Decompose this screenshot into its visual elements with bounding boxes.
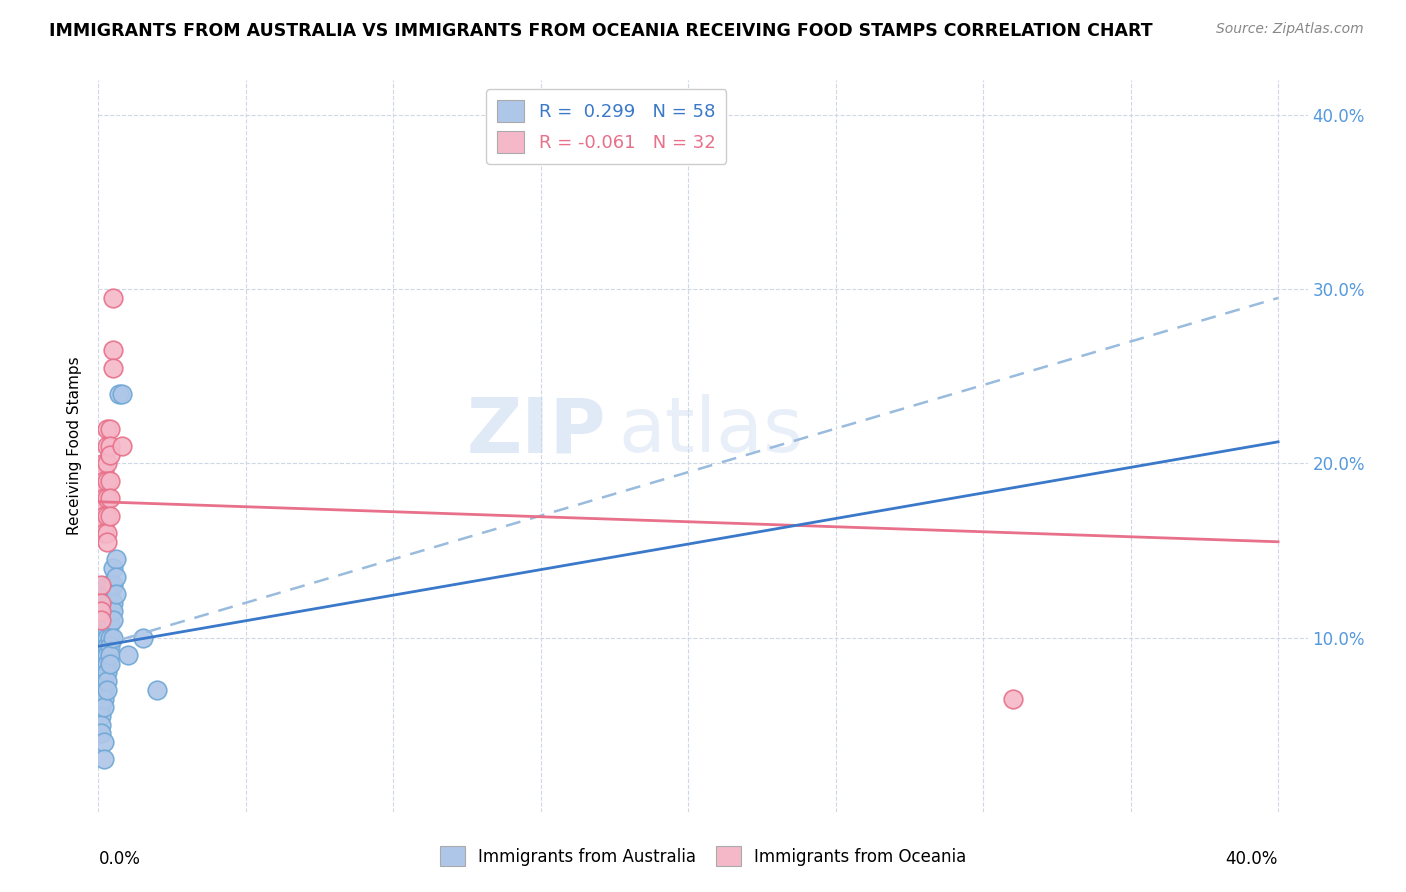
Point <box>101 604 124 618</box>
Point <box>96 657 118 671</box>
Point <box>93 517 115 532</box>
Point <box>93 596 115 610</box>
Point <box>96 640 118 654</box>
Point <box>101 360 124 375</box>
Point <box>96 622 118 636</box>
Point <box>98 604 121 618</box>
Point <box>101 578 124 592</box>
Point <box>96 613 118 627</box>
Point <box>96 682 118 697</box>
Point <box>96 674 118 689</box>
Text: Source: ZipAtlas.com: Source: ZipAtlas.com <box>1216 22 1364 37</box>
Point <box>96 578 118 592</box>
Point <box>93 604 115 618</box>
Point <box>90 674 112 689</box>
Point <box>98 508 121 523</box>
Point <box>90 686 112 700</box>
Point <box>93 457 115 471</box>
Point <box>93 465 115 479</box>
Point <box>93 500 115 514</box>
Point <box>98 616 121 631</box>
Point <box>96 457 118 471</box>
Point <box>93 634 115 648</box>
Point <box>98 648 121 662</box>
Legend: R =  0.299   N = 58, R = -0.061   N = 32: R = 0.299 N = 58, R = -0.061 N = 32 <box>486 89 727 164</box>
Point <box>93 622 115 636</box>
Text: IMMIGRANTS FROM AUSTRALIA VS IMMIGRANTS FROM OCEANIA RECEIVING FOOD STAMPS CORRE: IMMIGRANTS FROM AUSTRALIA VS IMMIGRANTS … <box>49 22 1153 40</box>
Point <box>93 682 115 697</box>
Point <box>98 640 121 654</box>
Point <box>96 421 118 435</box>
Text: 0.0%: 0.0% <box>98 850 141 868</box>
Point <box>105 552 128 566</box>
Point <box>96 526 118 541</box>
Point <box>90 578 112 592</box>
Point <box>96 596 118 610</box>
Point <box>96 631 118 645</box>
Point <box>96 534 118 549</box>
Point <box>90 709 112 723</box>
Point <box>146 682 169 697</box>
Point <box>93 651 115 665</box>
Point <box>98 587 121 601</box>
Text: atlas: atlas <box>619 394 803 468</box>
Point <box>96 665 118 680</box>
Point <box>93 491 115 506</box>
Point <box>90 726 112 740</box>
Point <box>101 631 124 645</box>
Point <box>90 640 112 654</box>
Y-axis label: Receiving Food Stamps: Receiving Food Stamps <box>67 357 83 535</box>
Point <box>117 648 139 662</box>
Point <box>98 491 121 506</box>
Point <box>98 474 121 488</box>
Point <box>105 569 128 583</box>
Point <box>101 291 124 305</box>
Point <box>93 662 115 676</box>
Point <box>101 596 124 610</box>
Point <box>96 491 118 506</box>
Point <box>90 717 112 731</box>
Point <box>93 674 115 689</box>
Point <box>93 691 115 706</box>
Point <box>93 735 115 749</box>
Point <box>101 613 124 627</box>
Point <box>90 596 112 610</box>
Point <box>93 474 115 488</box>
Point <box>98 596 121 610</box>
Point <box>93 752 115 766</box>
Point <box>96 474 118 488</box>
Text: 40.0%: 40.0% <box>1226 850 1278 868</box>
Point <box>93 613 115 627</box>
Point <box>101 343 124 358</box>
Point <box>90 613 112 627</box>
Point <box>98 421 121 435</box>
Point <box>93 644 115 658</box>
Point <box>90 657 112 671</box>
Point <box>93 700 115 714</box>
Point <box>108 386 131 401</box>
Point <box>96 439 118 453</box>
Point <box>131 631 153 645</box>
Point <box>93 508 115 523</box>
Point <box>96 587 118 601</box>
Point <box>93 526 115 541</box>
Point <box>1001 691 1024 706</box>
Point <box>111 386 134 401</box>
Point <box>98 657 121 671</box>
Legend: Immigrants from Australia, Immigrants from Oceania: Immigrants from Australia, Immigrants fr… <box>433 839 973 873</box>
Point <box>111 439 134 453</box>
Point <box>98 631 121 645</box>
Point <box>90 604 112 618</box>
Point <box>98 439 121 453</box>
Point <box>96 508 118 523</box>
Point <box>96 648 118 662</box>
Text: ZIP: ZIP <box>467 394 606 468</box>
Point <box>90 700 112 714</box>
Point <box>105 587 128 601</box>
Point <box>98 578 121 592</box>
Point <box>101 561 124 575</box>
Point <box>96 604 118 618</box>
Point <box>93 483 115 497</box>
Point <box>98 448 121 462</box>
